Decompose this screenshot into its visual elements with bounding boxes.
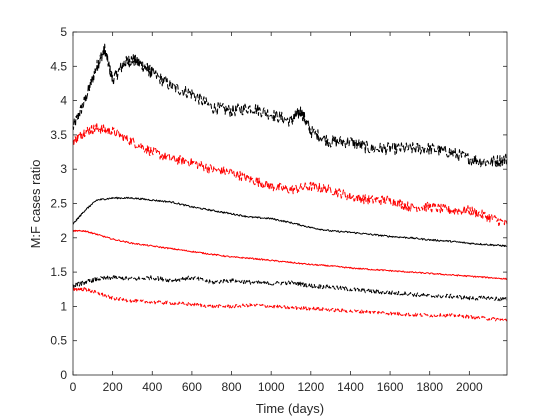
series-line-3 (72, 196, 508, 248)
y-axis-ticks: 0 0.5 1 1.5 2 2.5 3 3.5 4 4.5 5 (50, 25, 507, 382)
y-axis-label: M:F cases ratio (28, 160, 43, 249)
y-tick-label: 3 (60, 162, 67, 176)
y-tick-label: 2 (60, 231, 67, 245)
x-tick-label: 1600 (377, 380, 404, 394)
y-tick-label: 2.5 (50, 197, 67, 211)
x-tick-label: 1400 (337, 380, 364, 394)
y-tick-label: 5 (60, 25, 67, 39)
y-tick-label: 1.5 (50, 265, 67, 279)
x-tick-label: 1800 (416, 380, 443, 394)
y-tick-label: 1 (60, 299, 67, 313)
plot-area (73, 32, 507, 375)
x-tick-label: 2000 (456, 380, 483, 394)
y-tick-label: 4.5 (50, 59, 67, 73)
x-axis-ticks: 0 200 400 600 800 1000 1200 1400 1600 1800 2000 (70, 32, 483, 394)
y-tick-label: 0 (60, 368, 67, 382)
x-tick-label: 200 (103, 380, 123, 394)
x-tick-label: 1000 (258, 380, 285, 394)
x-tick-label: 400 (142, 380, 162, 394)
x-tick-label: 600 (182, 380, 202, 394)
y-tick-label: 3.5 (50, 128, 67, 142)
series-line-5 (72, 275, 508, 302)
series-line-4 (72, 229, 508, 280)
series-line-1 (72, 43, 508, 168)
x-tick-label: 1200 (297, 380, 324, 394)
series-line-6 (72, 287, 508, 322)
y-tick-label: 0.5 (50, 334, 67, 348)
series-line-2 (72, 123, 508, 227)
y-tick-label: 4 (60, 94, 67, 108)
x-tick-label: 0 (70, 380, 77, 394)
x-tick-label: 800 (222, 380, 242, 394)
x-axis-label: Time (days) (256, 401, 324, 416)
series-layer (72, 43, 508, 322)
